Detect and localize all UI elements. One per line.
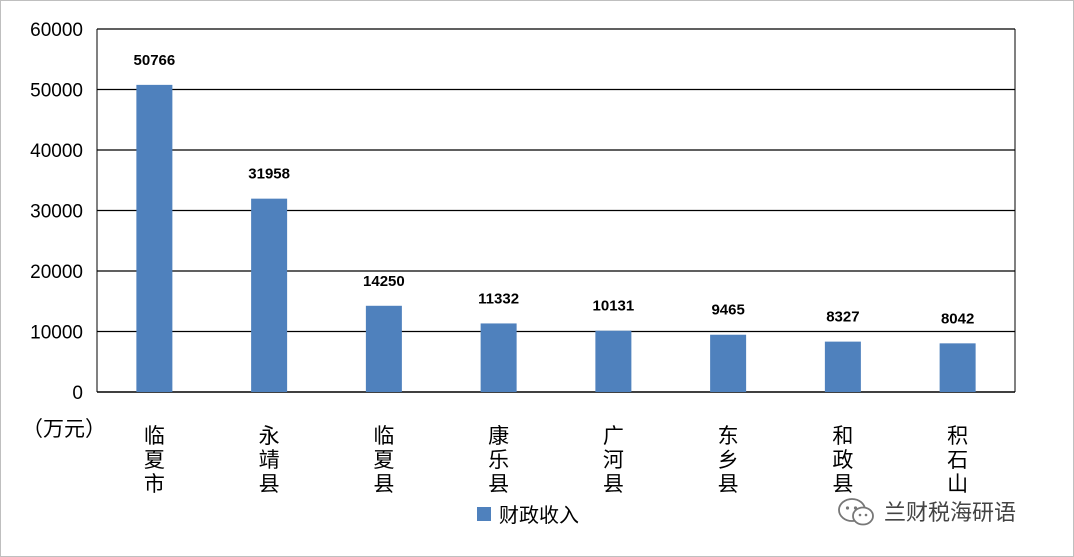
category-label-char: 县 [718, 472, 739, 496]
bar [595, 330, 632, 392]
category-label-char: 广 [603, 424, 624, 448]
data-label: 8327 [826, 309, 859, 326]
category-label: 临夏市 [144, 424, 165, 496]
wechat-icon [838, 498, 874, 526]
data-label: 10131 [593, 298, 635, 315]
bar [365, 305, 402, 392]
y-tick-label: 0 [72, 383, 83, 404]
category-label-char: 积 [947, 424, 968, 448]
bar [480, 323, 517, 392]
category-label-char: 临 [373, 424, 394, 448]
category-label-char: 山 [947, 472, 968, 496]
category-label-char: 永 [259, 424, 280, 448]
data-label: 50766 [134, 52, 176, 69]
category-label-char: 和 [832, 424, 853, 448]
category-label: 临夏县 [373, 424, 394, 496]
category-label-char: 夏 [144, 448, 165, 472]
category-label-char: 夏 [373, 448, 394, 472]
legend-swatch [477, 507, 491, 521]
category-label-char: 河 [603, 448, 624, 472]
watermark: 兰财税海研语 [838, 498, 1016, 526]
category-label-char: 县 [373, 472, 394, 496]
category-label-char: 靖 [259, 448, 280, 472]
category-label: 永靖县 [259, 424, 280, 496]
category-label: 康乐县 [488, 424, 509, 496]
legend-label: 财政收入 [499, 503, 579, 527]
category-label-char: 临 [144, 424, 165, 448]
category-label-char: 乡 [718, 448, 739, 472]
category-label: 东乡县 [718, 424, 739, 496]
data-label: 11332 [478, 290, 519, 307]
category-label-char: 县 [832, 472, 853, 496]
legend: 财政收入 [477, 503, 579, 527]
data-label: 14250 [363, 273, 405, 290]
bar [136, 84, 173, 393]
watermark-text: 兰财税海研语 [884, 501, 1016, 526]
category-label-char: 县 [259, 472, 280, 496]
gridlines [96, 28, 1016, 393]
category-label-char: 县 [603, 472, 624, 496]
category-label-char: 康 [488, 424, 509, 448]
category-label-char: 乐 [488, 448, 509, 472]
y-tick-label: 30000 [30, 202, 83, 223]
bars [136, 84, 976, 393]
category-label-char: 石 [947, 448, 968, 472]
data-label: 9465 [711, 302, 744, 319]
data-labels: 50766 31958 14250 11332 10131 9465 8327 8042 [134, 52, 975, 327]
y-axis-unit-label: （万元） [22, 417, 106, 441]
y-tick-label: 10000 [30, 323, 83, 344]
category-label-char: 市 [144, 472, 165, 496]
bar [710, 334, 747, 392]
bar [939, 343, 976, 392]
category-label-char: 县 [488, 472, 509, 496]
category-label-char: 政 [832, 448, 853, 472]
y-tick-label: 20000 [30, 262, 83, 283]
data-label: 8042 [941, 310, 974, 327]
y-tick-label: 40000 [30, 141, 83, 162]
category-label: 广河县 [603, 424, 624, 496]
category-label-char: 东 [718, 424, 739, 448]
category-label: 积石山 [947, 424, 968, 496]
bar [251, 198, 288, 392]
data-label: 31958 [248, 166, 290, 183]
y-axis-ticks: 0 10000 20000 30000 40000 50000 60000 [30, 20, 83, 404]
y-tick-label: 50000 [30, 81, 83, 102]
bar [824, 341, 861, 392]
category-label: 和政县 [832, 424, 853, 496]
y-tick-label: 60000 [30, 20, 83, 41]
